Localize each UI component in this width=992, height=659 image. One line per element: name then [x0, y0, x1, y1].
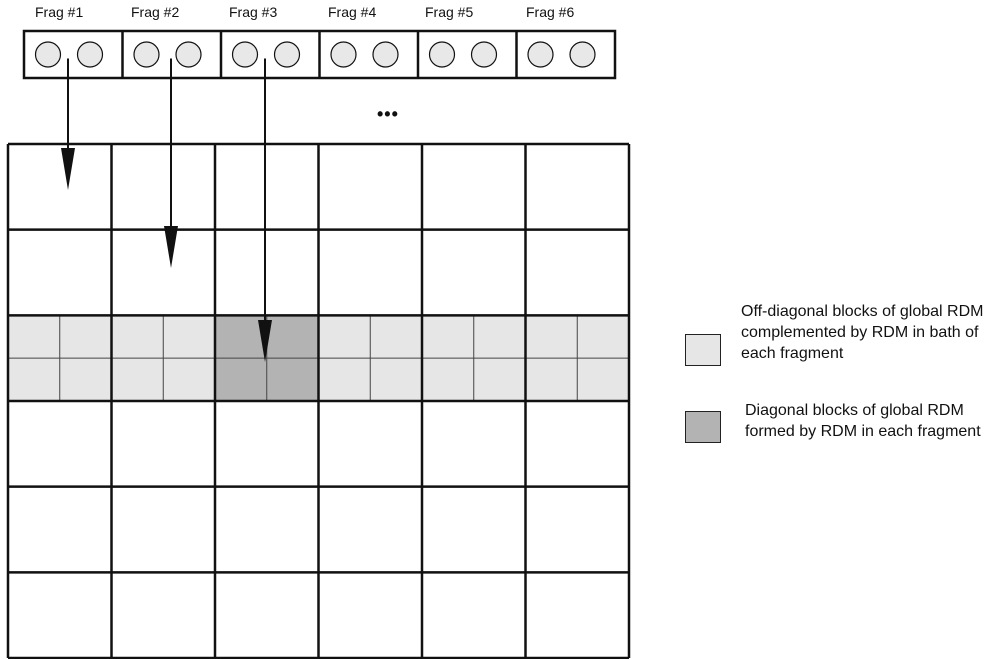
- orbital-circle: [428, 41, 456, 68]
- orbital-circle: [330, 41, 357, 68]
- orbital-circle: [34, 41, 62, 68]
- legend-offdiag-text: Off-diagonal blocks of global RDM comple…: [741, 303, 984, 362]
- ellipsis: •••: [377, 104, 399, 124]
- orbital-circle: [569, 41, 596, 68]
- orbital-circle: [273, 41, 301, 68]
- orbital-circle: [470, 41, 498, 68]
- frag-label-2: Frag #2: [131, 4, 180, 20]
- legend-diag-text: Diagonal blocks of global RDM formed by …: [745, 402, 981, 440]
- frag-label-1: Frag #1: [35, 4, 84, 20]
- frag-label-3: Frag #3: [229, 4, 278, 20]
- orbital-circle: [231, 41, 259, 68]
- fragment-arrow-head: [164, 226, 178, 268]
- fragment-arrow-head: [61, 148, 75, 190]
- orbital-circle: [175, 41, 202, 68]
- orbital-circle: [527, 41, 554, 68]
- frag-label-6: Frag #6: [526, 4, 575, 20]
- legend-offdiag-swatch: [685, 334, 721, 366]
- frag-label-5: Frag #5: [425, 4, 474, 20]
- orbital-circle: [372, 41, 399, 68]
- orbital-circle: [76, 41, 104, 68]
- orbital-circle: [133, 41, 160, 68]
- frag-label-4: Frag #4: [328, 4, 377, 20]
- fragment-arrow-head: [258, 320, 272, 362]
- legend-diag-swatch: [685, 411, 721, 443]
